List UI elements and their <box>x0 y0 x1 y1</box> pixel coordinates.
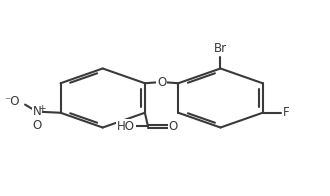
Text: F: F <box>283 106 289 119</box>
Text: Br: Br <box>214 42 227 55</box>
Text: ⁻O: ⁻O <box>4 95 19 108</box>
Text: O: O <box>32 119 42 132</box>
Text: O: O <box>157 76 166 89</box>
Text: +: + <box>38 104 46 113</box>
Text: HO: HO <box>117 120 135 133</box>
Text: O: O <box>169 120 178 133</box>
Text: N: N <box>33 105 41 118</box>
